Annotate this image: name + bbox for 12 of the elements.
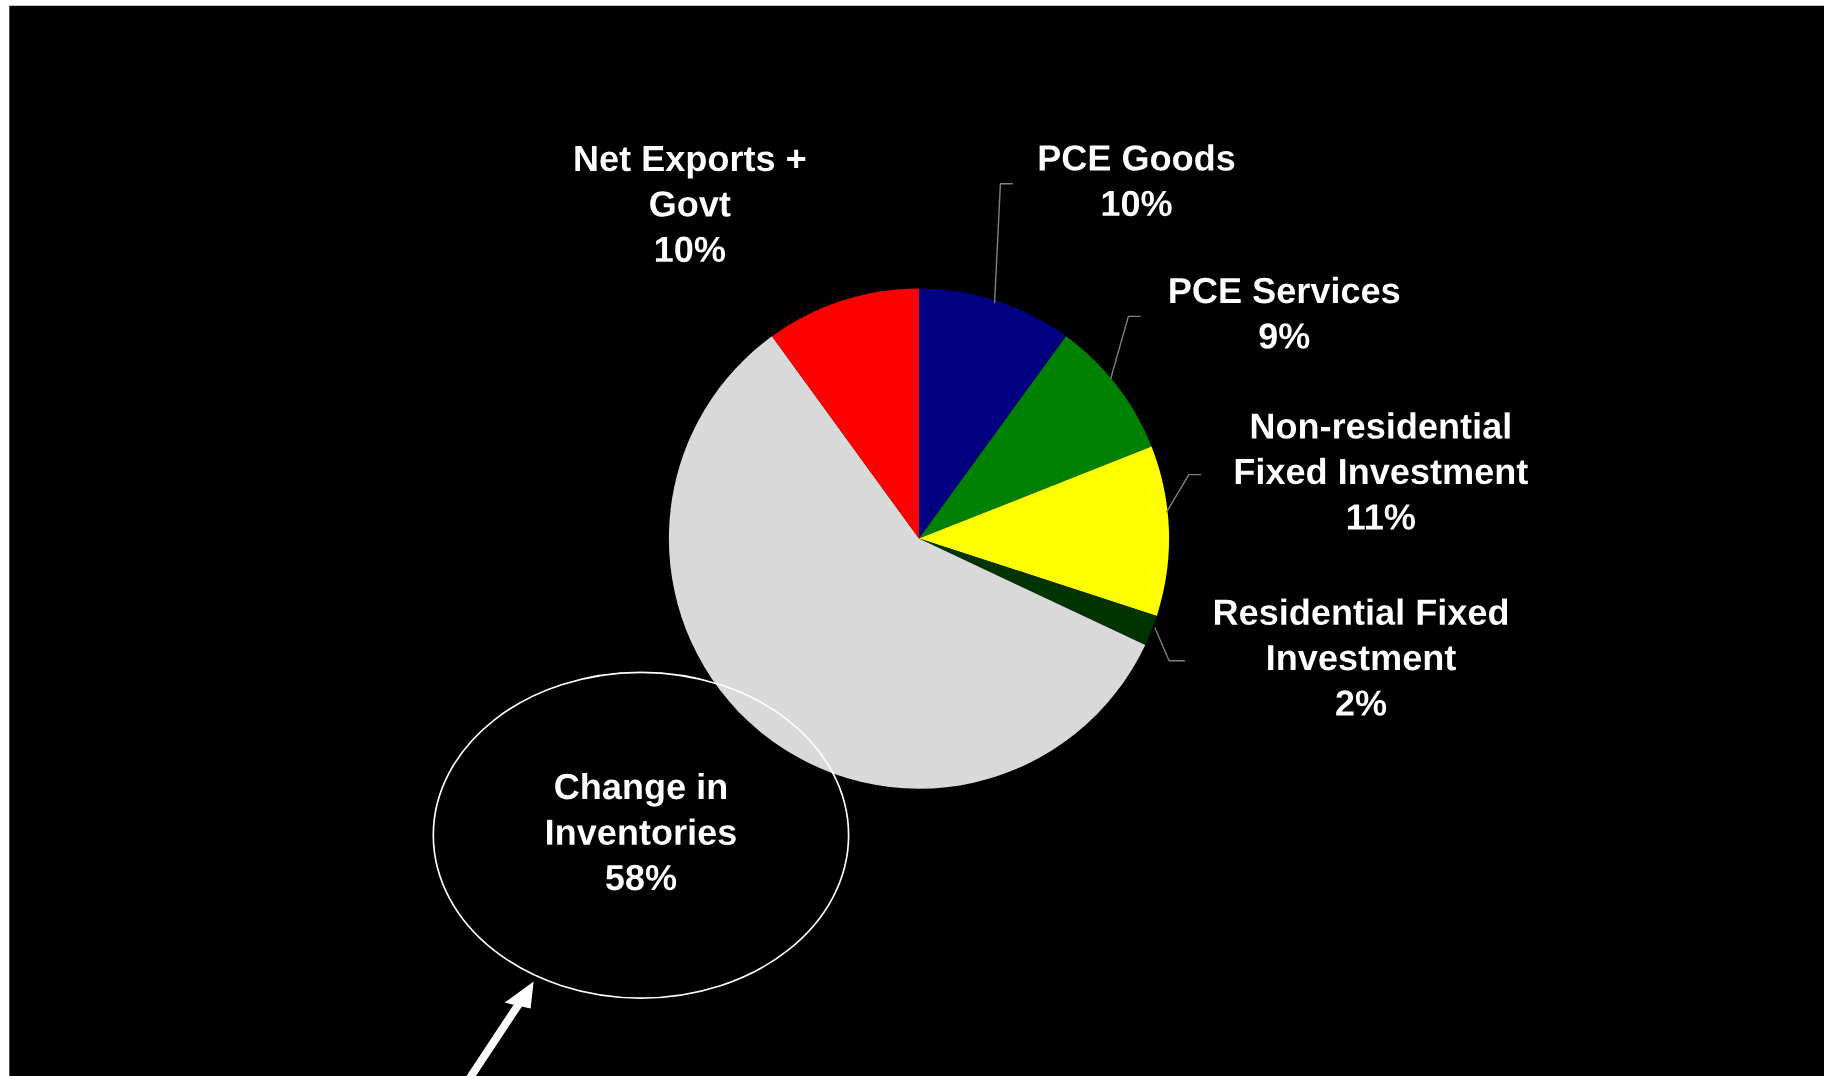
- slice-label: Net Exports + Govt: [575, 146, 806, 217]
- data-label: 10%: [655, 236, 725, 263]
- slice-label: Non-residential Fixed Investment: [1235, 412, 1528, 485]
- data-label: 58%: [605, 864, 677, 891]
- data-label: 2%: [1336, 690, 1387, 716]
- slice-label: PCE Services: [1170, 276, 1400, 304]
- slice-label: PCE Goods: [1039, 144, 1235, 171]
- slice-label: Residential Fixed Investment: [1214, 598, 1508, 671]
- data-label: 9%: [1259, 323, 1310, 349]
- data-label: 11%: [1347, 504, 1415, 530]
- data-label: 10%: [1102, 190, 1172, 217]
- slice-label: Change in Inventories: [547, 772, 736, 845]
